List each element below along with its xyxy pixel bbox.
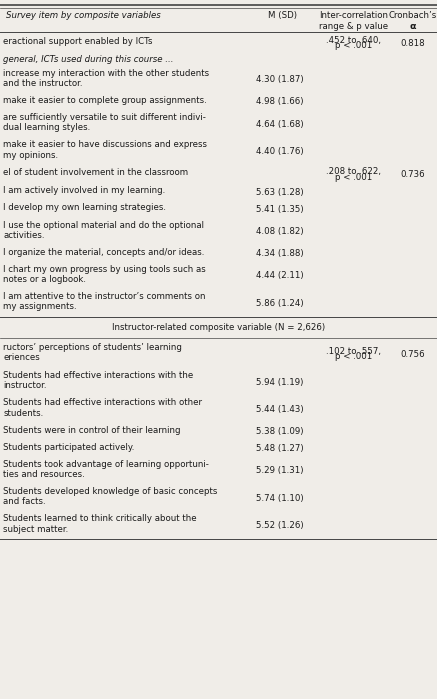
- Text: ties and resources.: ties and resources.: [3, 470, 85, 479]
- Text: 4.98 (1.66): 4.98 (1.66): [256, 97, 303, 106]
- Text: Inter-correlation: Inter-correlation: [319, 11, 388, 20]
- Text: Students had effective interactions with other: Students had effective interactions with…: [3, 398, 202, 408]
- Text: notes or a logbook.: notes or a logbook.: [3, 275, 87, 284]
- Text: and the instructor.: and the instructor.: [3, 79, 83, 88]
- Text: .208 to .622,: .208 to .622,: [326, 167, 382, 176]
- Text: activities.: activities.: [3, 231, 45, 240]
- Text: 5.48 (1.27): 5.48 (1.27): [256, 444, 303, 453]
- Text: 5.86 (1.24): 5.86 (1.24): [256, 298, 303, 308]
- Text: I organize the material, concepts and/or ideas.: I organize the material, concepts and/or…: [3, 247, 205, 257]
- Text: dual learning styles.: dual learning styles.: [3, 123, 91, 132]
- Text: 5.29 (1.31): 5.29 (1.31): [256, 466, 303, 475]
- Text: and facts.: and facts.: [3, 498, 46, 506]
- Text: ructors’ perceptions of students’ learning: ructors’ perceptions of students’ learni…: [3, 343, 182, 352]
- Text: 0.736: 0.736: [401, 170, 425, 179]
- Text: p < .001: p < .001: [335, 173, 373, 182]
- Text: .452 to .640,: .452 to .640,: [326, 36, 382, 45]
- Text: Students participated actively.: Students participated actively.: [3, 443, 135, 452]
- Text: I am actively involved in my learning.: I am actively involved in my learning.: [3, 186, 166, 195]
- Text: Survey item by composite variables: Survey item by composite variables: [6, 11, 160, 20]
- Text: instructor.: instructor.: [3, 381, 47, 390]
- Text: students.: students.: [3, 408, 44, 417]
- Text: eractional support enabled by ICTs: eractional support enabled by ICTs: [3, 36, 153, 45]
- Text: p < .001: p < .001: [335, 41, 373, 50]
- Text: p < .001: p < .001: [335, 352, 373, 361]
- Text: I am attentive to the instructor’s comments on: I am attentive to the instructor’s comme…: [3, 292, 206, 301]
- Text: 0.818: 0.818: [401, 38, 425, 48]
- Text: subject matter.: subject matter.: [3, 524, 69, 533]
- Text: 4.08 (1.82): 4.08 (1.82): [256, 227, 303, 236]
- Text: 4.34 (1.88): 4.34 (1.88): [256, 249, 303, 258]
- Text: my opinions.: my opinions.: [3, 150, 59, 159]
- Text: 5.41 (1.35): 5.41 (1.35): [256, 205, 303, 214]
- Text: el of student involvement in the classroom: el of student involvement in the classro…: [3, 168, 189, 177]
- Text: are sufficiently versatile to suit different indivi-: are sufficiently versatile to suit diffe…: [3, 113, 206, 122]
- Text: 5.38 (1.09): 5.38 (1.09): [256, 427, 303, 436]
- Text: 5.94 (1.19): 5.94 (1.19): [256, 377, 303, 387]
- Text: Students had effective interactions with the: Students had effective interactions with…: [3, 371, 194, 380]
- Text: .102 to .557,: .102 to .557,: [326, 347, 382, 356]
- Text: 4.40 (1.76): 4.40 (1.76): [256, 147, 303, 156]
- Text: I chart my own progress by using tools such as: I chart my own progress by using tools s…: [3, 265, 206, 274]
- Text: 0.756: 0.756: [401, 350, 425, 359]
- Text: Students developed knowledge of basic concepts: Students developed knowledge of basic co…: [3, 487, 218, 496]
- Text: eriences: eriences: [3, 353, 40, 361]
- Text: 5.52 (1.26): 5.52 (1.26): [256, 521, 303, 530]
- Text: M (SD): M (SD): [268, 11, 298, 20]
- Text: Instructor-related composite variable (N = 2,626): Instructor-related composite variable (N…: [112, 323, 325, 331]
- Text: Students were in control of their learning: Students were in control of their learni…: [3, 426, 181, 435]
- Text: my assignments.: my assignments.: [3, 302, 77, 311]
- Text: 4.64 (1.68): 4.64 (1.68): [256, 120, 303, 129]
- Text: Students took advantage of learning opportuni-: Students took advantage of learning oppo…: [3, 460, 209, 469]
- Text: 5.63 (1.28): 5.63 (1.28): [256, 187, 303, 196]
- Text: make it easier to have discussions and express: make it easier to have discussions and e…: [3, 140, 208, 150]
- Text: I use the optional material and do the optional: I use the optional material and do the o…: [3, 220, 205, 229]
- Text: make it easier to complete group assignments.: make it easier to complete group assignm…: [3, 96, 207, 105]
- Text: 4.44 (2.11): 4.44 (2.11): [256, 271, 303, 280]
- Text: I develop my own learning strategies.: I develop my own learning strategies.: [3, 203, 166, 212]
- Text: 5.44 (1.43): 5.44 (1.43): [256, 405, 303, 414]
- Text: increase my interaction with the other students: increase my interaction with the other s…: [3, 69, 210, 78]
- Text: Students learned to think critically about the: Students learned to think critically abo…: [3, 514, 197, 524]
- Text: α: α: [410, 22, 416, 31]
- Text: 5.74 (1.10): 5.74 (1.10): [256, 493, 303, 503]
- Text: range & p value: range & p value: [319, 22, 388, 31]
- Text: Cronbach’s: Cronbach’s: [389, 11, 437, 20]
- Text: 4.30 (1.87): 4.30 (1.87): [256, 75, 303, 84]
- Text: general, ICTs used during this course ...: general, ICTs used during this course ..…: [3, 55, 174, 64]
